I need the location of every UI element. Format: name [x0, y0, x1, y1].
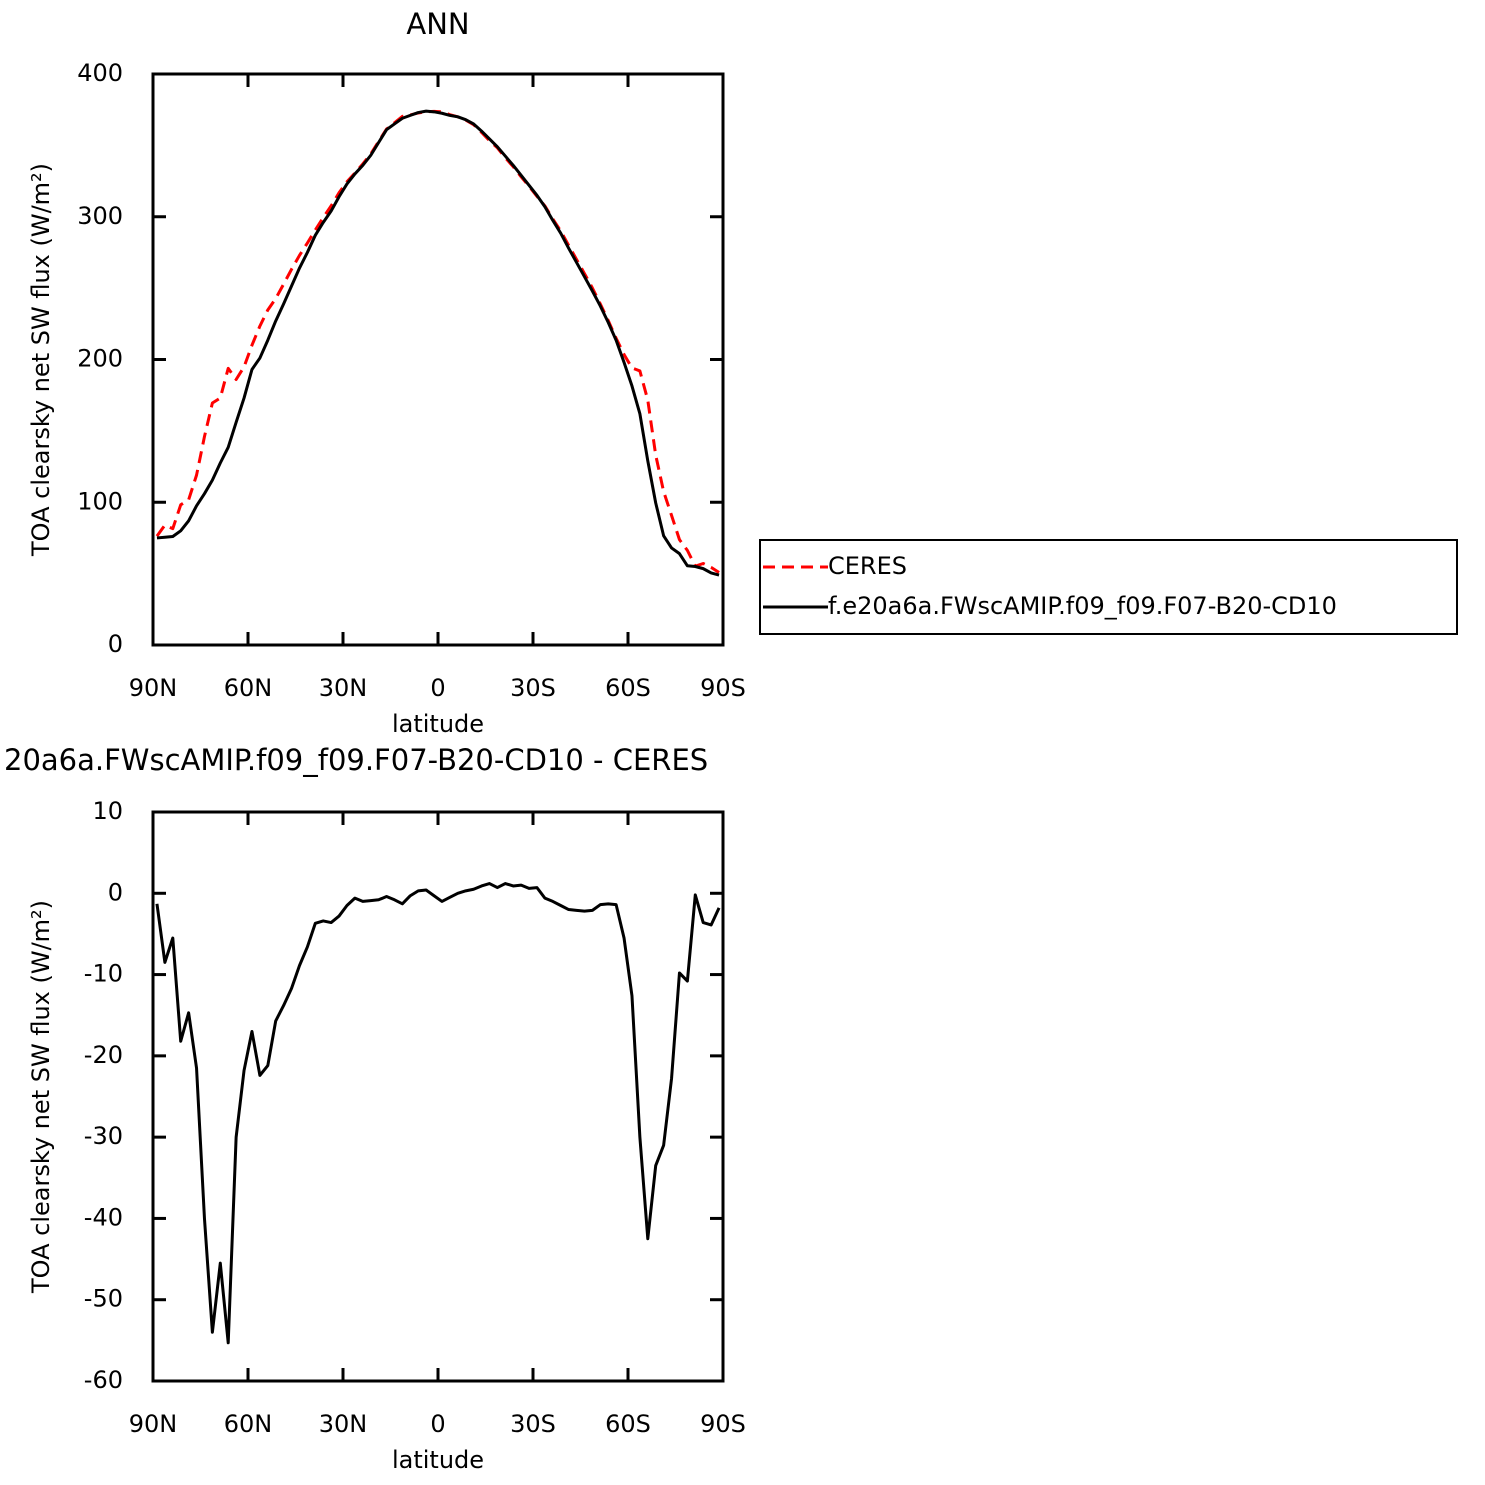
y-tick-label: 100: [77, 487, 123, 515]
x-tick-label: 60N: [224, 1410, 273, 1438]
x-tick-label: 90S: [700, 674, 746, 702]
legend-label: f.e20a6a.FWscAMIP.f09_f09.F07-B20-CD10: [828, 592, 1337, 620]
x-tick-label: 60N: [224, 674, 273, 702]
x-tick-label: 30N: [319, 1410, 368, 1438]
x-tick-label: 0: [430, 674, 445, 702]
x-tick-label: 60S: [605, 1410, 651, 1438]
y-tick-label: -60: [84, 1366, 123, 1394]
y-tick-label: 200: [77, 345, 123, 373]
legend-box: [759, 539, 1458, 635]
x-tick-label: 30S: [510, 674, 556, 702]
x-tick-label: 90N: [129, 674, 178, 702]
x-tick-label: 30N: [319, 674, 368, 702]
x-axis-label: latitude: [392, 710, 484, 738]
y-tick-label: -40: [84, 1203, 123, 1231]
x-tick-label: 0: [430, 1410, 445, 1438]
y-tick-label: -50: [84, 1285, 123, 1313]
series-line: [155, 109, 720, 574]
y-tick-label: -30: [84, 1122, 123, 1150]
plot-frame: [151, 72, 725, 647]
y-tick-label: 10: [92, 797, 123, 825]
y-tick-label: 0: [108, 630, 123, 658]
y-tick-label: -10: [84, 960, 123, 988]
y-axis-label: TOA clearsky net SW flux (W/m²): [27, 900, 55, 1294]
y-tick-label: 300: [77, 202, 123, 230]
chart-title: 20a6a.FWscAMIP.f09_f09.F07-B20-CD10 - CE…: [4, 743, 708, 777]
chart-title: ANN: [406, 7, 469, 41]
y-axis-label: TOA clearsky net SW flux (W/m²): [27, 163, 55, 557]
x-tick-label: 90N: [129, 1410, 178, 1438]
series-line: [156, 109, 720, 577]
x-axis-label: latitude: [392, 1446, 484, 1474]
x-tick-label: 60S: [605, 674, 651, 702]
panel: 20a6a.FWscAMIP.f09_f09.F07-B20-CD10 - CE…: [4, 743, 746, 1474]
y-tick-label: -20: [84, 1041, 123, 1069]
panel: ANN 0 100 200 300 400 90N 60N 30N 0 30S 60S 90S latit…: [27, 7, 1458, 738]
legend: CERES f.e20a6a.FWscAMIP.f09_f09.F07-B20-C…: [759, 539, 1458, 635]
legend-label: CERES: [828, 552, 907, 580]
x-tick-label: 90S: [700, 1410, 746, 1438]
y-tick-label: 400: [77, 59, 123, 87]
y-tick-label: 0: [108, 878, 123, 906]
series-line: [155, 882, 721, 1345]
x-tick-label: 30S: [510, 1410, 556, 1438]
